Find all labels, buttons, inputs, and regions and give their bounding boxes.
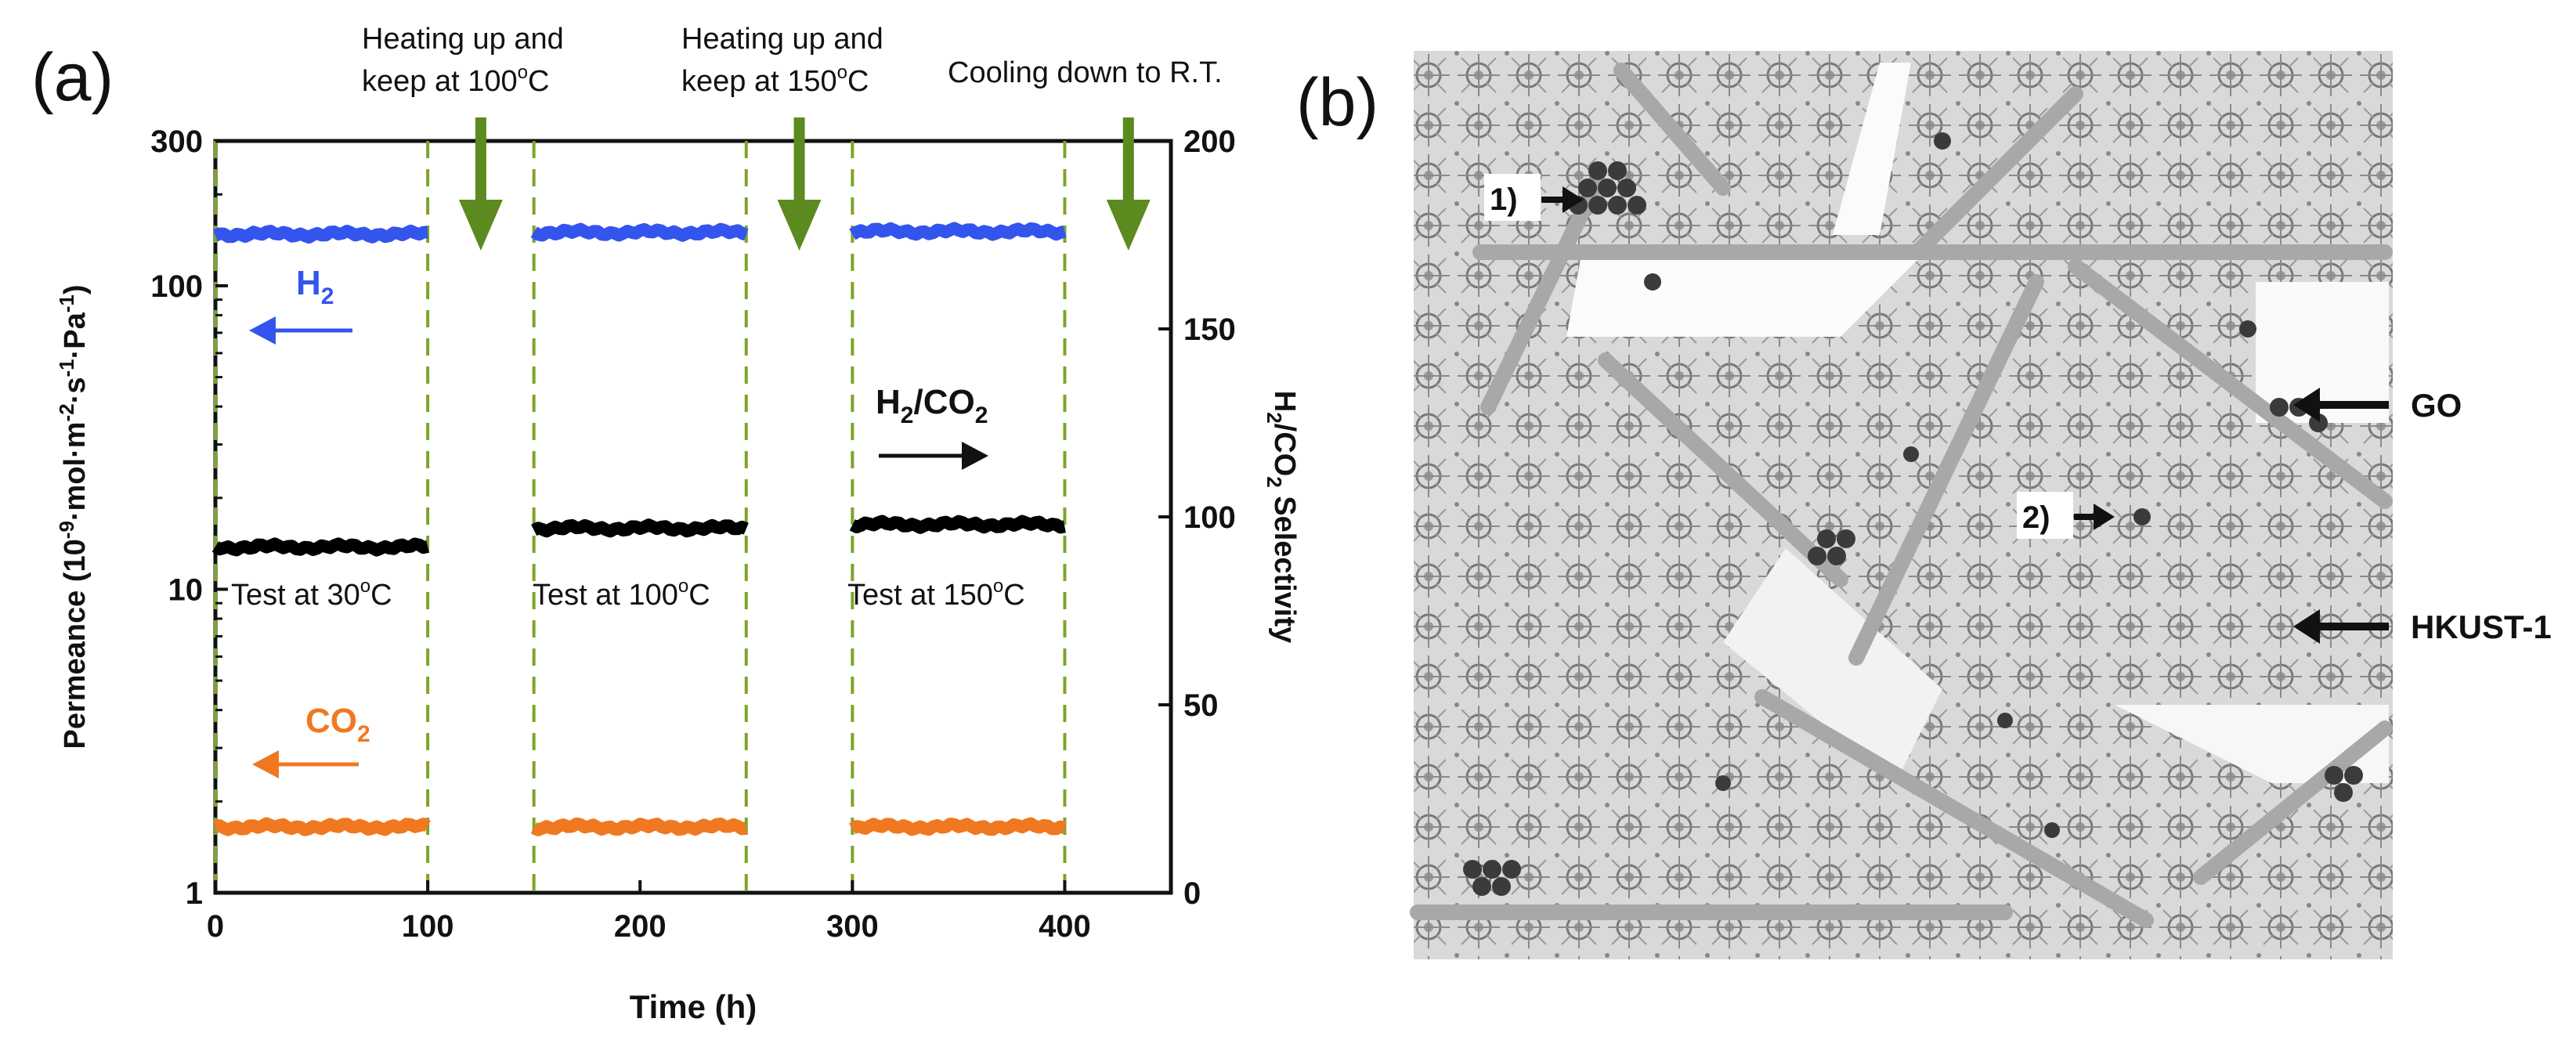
y-left-tick-label: 300	[150, 125, 203, 159]
svg-text:HKUST-1: HKUST-1	[2411, 608, 2552, 645]
panel-a-label: (a)	[31, 40, 114, 115]
h2-left-arrow	[249, 316, 352, 345]
series-h2-segment	[849, 222, 1067, 241]
y-left-ticks: 1 10 100 300	[150, 125, 228, 911]
annotation-heat-100: Heating up and keep at 100oC	[362, 23, 572, 98]
y-left-tick-label: 1	[186, 876, 203, 911]
y-left-axis-title: Permeance (10-9·mol·m-2·s-1·Pa-1)	[55, 284, 92, 749]
panel-b-label: (b)	[1296, 65, 1378, 140]
event-arrow-head	[777, 200, 822, 251]
panel-a: (a) 1 10 100 300 0 50 100 150 200 0 100 200 300 400…	[31, 23, 1301, 1025]
annotation-cooling: Cooling down to R.T.	[948, 56, 1223, 89]
svg-text:GO: GO	[2411, 387, 2462, 424]
y-left-tick-label: 10	[168, 572, 204, 607]
particles	[1463, 132, 2363, 896]
test-label-30: Test at 30oC	[231, 576, 392, 612]
open-region	[2115, 705, 2389, 783]
series-h2-segment	[212, 224, 430, 244]
y-right-tick-label: 50	[1183, 688, 1219, 723]
selectivity-right-arrow	[879, 442, 988, 470]
y-left-tick-label: 100	[150, 269, 203, 304]
callout-hkust: HKUST-1	[2293, 608, 2552, 645]
svg-text:2): 2)	[2022, 500, 2050, 535]
open-region	[1833, 63, 1911, 235]
open-region	[1723, 548, 1942, 783]
go-sheets	[1410, 63, 2393, 928]
x-ticks: 0 100 200 300 400	[207, 880, 1091, 944]
event-arrow-head	[1106, 200, 1151, 251]
series-h2-segment	[530, 222, 749, 242]
co2-label: CO2	[305, 702, 370, 747]
selectivity-label: H2/CO2	[876, 383, 988, 428]
y-right-tick-label: 150	[1183, 312, 1236, 347]
series-co2-segment	[530, 817, 749, 836]
series-h2-co2-segment	[211, 537, 430, 557]
event-arrow-head	[458, 200, 503, 251]
schematic-background	[1414, 51, 2393, 959]
annotation-heat-150: Heating up and keep at 150oC	[681, 23, 891, 98]
series-h2-co2-segment	[849, 515, 1067, 534]
x-axis-title: Time (h)	[630, 988, 757, 1025]
phase-separators	[214, 141, 1067, 893]
svg-text:1): 1)	[1490, 182, 1518, 217]
event-arrows	[458, 117, 1151, 251]
series-h2-co2-segment	[531, 518, 749, 538]
y-right-tick-label: 100	[1183, 500, 1236, 535]
panel-b: (b)	[1296, 51, 2552, 959]
mof-schematic: 1) 2) GO HKUST-1	[1410, 51, 2552, 959]
y-right-tick-label: 0	[1183, 876, 1201, 911]
callout-go: GO	[2293, 387, 2462, 424]
callout-1: 1)	[1484, 174, 1584, 221]
test-label-100: Test at 100oC	[533, 576, 710, 612]
open-region	[1566, 251, 1927, 337]
y-right-tick-label: 200	[1183, 125, 1236, 159]
callout-2: 2)	[2017, 492, 2115, 539]
x-tick-label: 100	[402, 909, 454, 944]
x-tick-label: 400	[1039, 909, 1091, 944]
h2-label: H2	[296, 264, 334, 309]
co2-left-arrow	[252, 750, 359, 778]
test-label-150: Test at 150oC	[847, 576, 1025, 612]
y-right-axis-title: H2/CO2 Selectivity	[1263, 391, 1301, 644]
x-tick-label: 300	[826, 909, 879, 944]
series-co2-segment	[213, 817, 431, 836]
series-layer	[211, 222, 1067, 836]
x-tick-label: 200	[614, 909, 667, 944]
series-co2-segment	[849, 817, 1067, 836]
y-right-ticks: 0 50 100 150 200	[1158, 125, 1236, 911]
x-tick-label: 0	[207, 909, 224, 944]
